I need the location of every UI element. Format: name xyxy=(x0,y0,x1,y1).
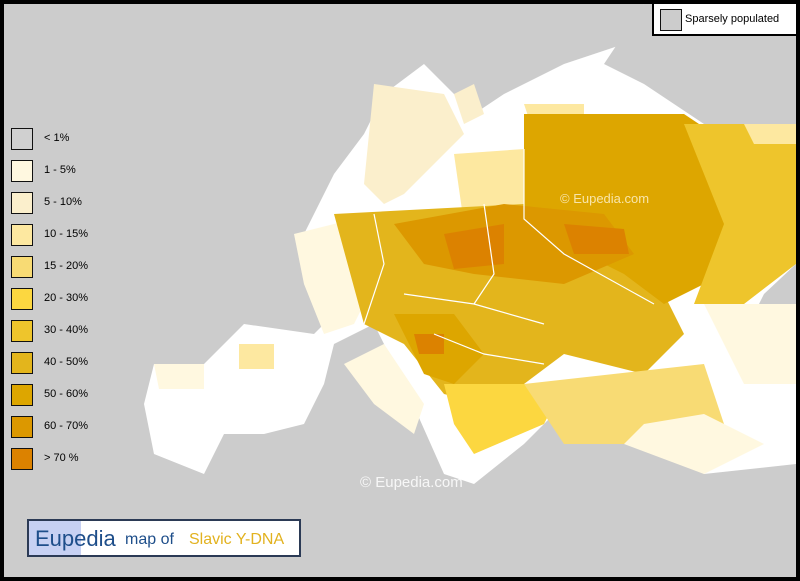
legend-item: 50 - 60% xyxy=(8,384,108,408)
watermark: © Eupedia.com xyxy=(360,474,463,491)
legend-item: 30 - 40% xyxy=(8,320,108,344)
legend-label: 60 - 70% xyxy=(44,420,89,432)
legend-label: Sparsely populated xyxy=(685,13,780,25)
legend-item: > 70 % xyxy=(8,448,108,472)
legend-swatch xyxy=(660,9,682,31)
legend-item: 10 - 15% xyxy=(8,224,108,248)
frequency-zones xyxy=(154,84,796,474)
legend-item: 40 - 50% xyxy=(8,352,108,376)
legend-label: 1 - 5% xyxy=(44,164,76,176)
legend-swatch xyxy=(11,320,33,342)
sparsely-populated-legend: Sparsely populated xyxy=(652,4,796,36)
legend-label: 15 - 20% xyxy=(44,260,89,272)
legend-swatch xyxy=(11,384,33,406)
legend-swatch xyxy=(11,448,33,470)
legend-label: > 70 % xyxy=(44,452,79,464)
slavic-ydna-map: © Eupedia.com © Eupedia.com Sparsely pop… xyxy=(4,4,796,577)
legend-label: 10 - 15% xyxy=(44,228,89,240)
legend-label: 5 - 10% xyxy=(44,196,82,208)
legend-swatch xyxy=(11,192,33,214)
legend-item: 60 - 70% xyxy=(8,416,108,440)
legend-item: 15 - 20% xyxy=(8,256,108,280)
legend-item: 5 - 10% xyxy=(8,192,108,216)
legend-label: < 1% xyxy=(44,132,70,144)
legend-swatch xyxy=(11,128,33,150)
title-subject: Slavic Y-DNA xyxy=(189,531,285,548)
legend-swatch xyxy=(11,160,33,182)
legend-label: 40 - 50% xyxy=(44,356,89,368)
brand-name: Eupedia xyxy=(35,526,116,551)
legend-swatch xyxy=(11,256,33,278)
legend-swatch xyxy=(11,288,33,310)
title-connector: map of xyxy=(125,531,174,548)
map-graphic xyxy=(4,4,796,577)
legend-label: 50 - 60% xyxy=(44,388,89,400)
map-title: Eupedia map of Slavic Y-DNA xyxy=(27,519,301,557)
legend-swatch xyxy=(11,416,33,438)
legend-swatch xyxy=(11,352,33,374)
legend-item: 1 - 5% xyxy=(8,160,108,184)
legend-label: 30 - 40% xyxy=(44,324,89,336)
legend-item: 20 - 30% xyxy=(8,288,108,312)
eu-flag-logo xyxy=(29,521,81,555)
borders xyxy=(363,149,655,365)
legend-swatch xyxy=(11,224,33,246)
watermark: © Eupedia.com xyxy=(560,191,650,206)
legend-item: < 1% xyxy=(8,128,108,152)
legend-label: 20 - 30% xyxy=(44,292,89,304)
